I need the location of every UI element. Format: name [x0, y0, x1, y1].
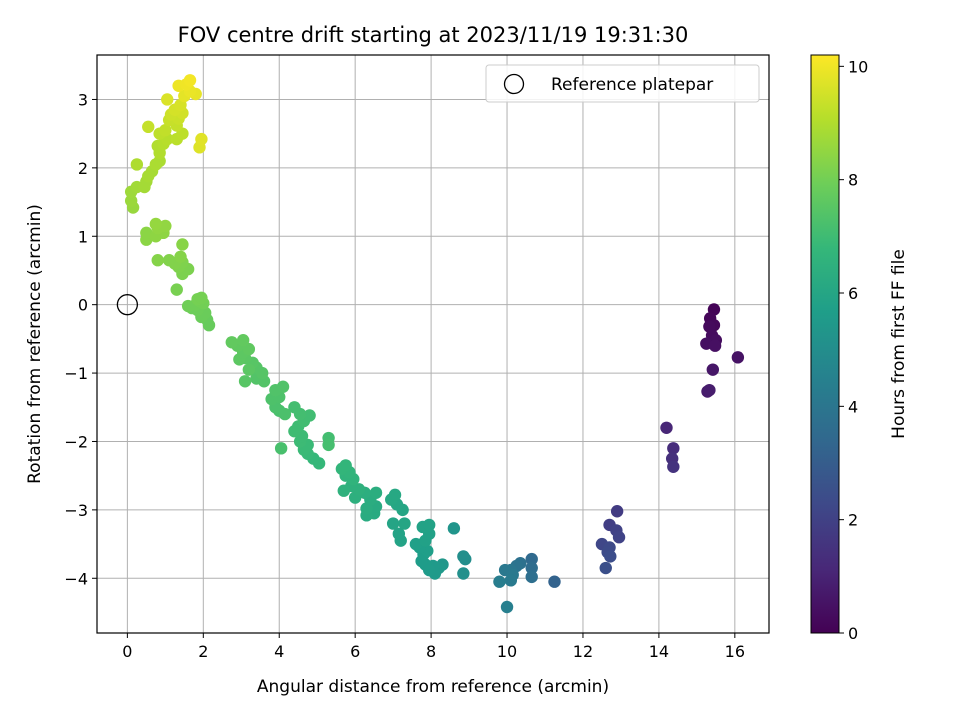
data-point [525, 552, 538, 566]
colorbar [810, 54, 840, 634]
data-point [369, 486, 383, 499]
data-point [423, 518, 436, 532]
x-tick-label: 6 [350, 642, 360, 661]
x-tick-label: 2 [198, 642, 208, 661]
colorbar-tick-label: 0 [848, 624, 858, 643]
legend-label: Reference platepar [551, 75, 713, 95]
plot-frame [96, 54, 770, 634]
legend-box [485, 64, 760, 103]
data-point [176, 238, 189, 251]
data-point [731, 351, 745, 364]
data-point [159, 124, 172, 137]
y-axis-title: Rotation from reference (arcmin) [25, 204, 45, 484]
data-point [337, 484, 350, 497]
data-point [151, 254, 164, 267]
x-tick-label: 4 [274, 642, 284, 661]
data-point [457, 550, 470, 563]
data-point [525, 570, 538, 584]
colorbar-tick-label: 2 [848, 511, 858, 530]
data-point [149, 217, 163, 231]
data-point [276, 380, 290, 393]
colorbar-tick-label: 4 [848, 397, 858, 416]
data-point [242, 363, 256, 376]
data-point [274, 442, 288, 455]
y-axis-ticks: −4 −3 −2 −1 0 1 2 3 [64, 90, 97, 588]
data-point [322, 438, 335, 452]
data-point [278, 407, 292, 421]
data-point [667, 442, 680, 455]
data-point [238, 375, 252, 388]
data-point [392, 527, 406, 541]
y-tick-label: −3 [64, 501, 88, 520]
data-point [161, 93, 174, 106]
y-tick-label: 2 [78, 159, 88, 178]
data-point [386, 517, 400, 530]
data-point [660, 421, 673, 434]
data-point [708, 339, 722, 352]
y-tick-label: 3 [78, 90, 88, 109]
colorbar-tick-label: 6 [848, 284, 858, 303]
data-point [604, 550, 617, 563]
x-tick-label: 8 [426, 642, 436, 661]
data-point [162, 254, 176, 267]
data-point [130, 158, 144, 171]
data-point [610, 505, 624, 518]
data-point [457, 567, 470, 580]
x-tick-label: 10 [497, 642, 517, 661]
y-tick-label: 1 [78, 227, 88, 246]
data-point [447, 522, 461, 535]
legend-marker-icon [503, 73, 525, 95]
data-point [159, 219, 172, 233]
data-point [504, 574, 518, 587]
data-point [174, 250, 187, 263]
data-point [170, 283, 183, 296]
data-point [599, 561, 612, 575]
x-axis-title: Angular distance from reference (arcmin) [257, 677, 609, 697]
data-point [303, 409, 316, 422]
data-point [667, 460, 680, 473]
x-axis-ticks: 0 2 4 6 8 10 12 14 16 [122, 633, 745, 661]
y-tick-label: −1 [64, 364, 88, 383]
data-point [195, 291, 208, 305]
data-point [339, 459, 352, 472]
data-point [140, 226, 153, 240]
data-point [195, 132, 208, 146]
data-point [398, 517, 411, 530]
data-point [548, 575, 561, 588]
grid-lines [97, 55, 769, 633]
data-point [409, 537, 423, 551]
x-tick-label: 12 [573, 642, 593, 661]
data-point [525, 561, 538, 575]
data-point [703, 383, 716, 397]
colorbar-ticks: 0 2 4 6 8 10 [839, 57, 868, 643]
data-point [183, 74, 197, 87]
y-tick-label: −4 [64, 569, 88, 588]
data-points [124, 74, 745, 614]
data-point [242, 342, 256, 356]
x-tick-label: 16 [725, 642, 745, 661]
data-point [388, 488, 402, 502]
chart-title: FOV centre drift starting at 2023/11/19 … [178, 23, 689, 47]
x-tick-label: 14 [649, 642, 669, 661]
x-tick-label: 0 [122, 642, 132, 661]
colorbar-tick-label: 10 [848, 57, 868, 76]
data-point [493, 575, 506, 588]
y-tick-label: −2 [64, 432, 88, 451]
data-point [142, 120, 155, 134]
y-tick-label: 0 [78, 296, 88, 315]
legend: Reference platepar [485, 64, 760, 103]
data-point [225, 336, 238, 349]
data-point [236, 334, 250, 347]
data-point [124, 194, 138, 207]
data-point [612, 531, 626, 544]
reference-platepar-marker [116, 294, 139, 316]
data-point [706, 363, 720, 376]
data-point [500, 600, 514, 614]
data-point [288, 401, 301, 414]
colorbar-tick-label: 8 [848, 171, 858, 190]
colorbar-title: Hours from first FF file [889, 249, 909, 439]
